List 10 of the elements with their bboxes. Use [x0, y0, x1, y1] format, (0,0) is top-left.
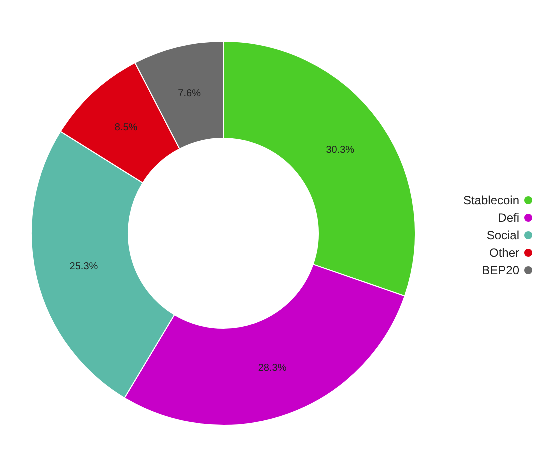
data-label: 30.3%: [326, 144, 355, 156]
legend-label: Other: [489, 246, 520, 260]
data-label: 8.5%: [114, 122, 138, 134]
data-label: 25.3%: [70, 262, 98, 272]
legend-label: BEP20: [482, 264, 520, 278]
legend-label: Social: [486, 228, 520, 242]
data-label: 28.3%: [258, 362, 287, 374]
legend-label: Stablecoin: [463, 194, 520, 208]
data-label: 7.6%: [178, 88, 202, 100]
legend-label: Defi: [498, 211, 520, 225]
